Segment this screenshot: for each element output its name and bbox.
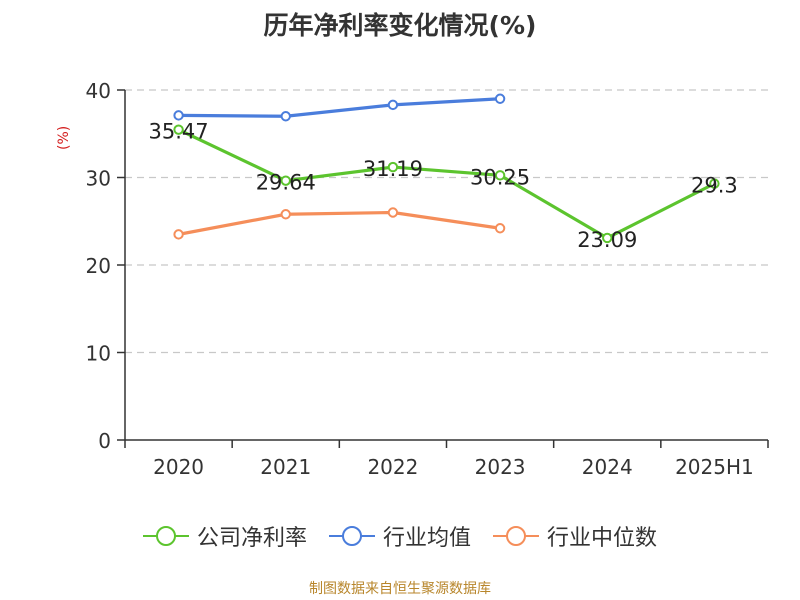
- series-industry_median: [173, 207, 506, 240]
- data-label-company: 23.09: [577, 228, 637, 252]
- legend-swatch-industry-avg-icon: [328, 524, 375, 548]
- x-tick-label: 2020: [153, 455, 204, 479]
- data-point-company[interactable]: [602, 232, 613, 244]
- data-point-company[interactable]: [173, 124, 184, 135]
- series-industry_avg: [173, 93, 506, 122]
- data-point-industry_median[interactable]: [387, 207, 399, 218]
- series-company: [173, 124, 720, 244]
- data-point-industry_avg[interactable]: [494, 93, 506, 104]
- legend-item-industry-avg[interactable]: 行业均值: [328, 520, 471, 552]
- data-point-company[interactable]: [709, 178, 720, 189]
- legend-item-industry-median[interactable]: 行业中位数: [493, 520, 657, 552]
- legend-swatch-industry-median-icon: [493, 524, 539, 548]
- chart-title: 历年净利率变化情况(%): [263, 11, 537, 40]
- data-point-industry_median[interactable]: [280, 209, 291, 220]
- data-label-company: 29.3: [691, 174, 738, 198]
- data-point-industry_median[interactable]: [173, 229, 184, 240]
- legend-label-industry-median: 行业中位数: [547, 526, 658, 551]
- series-line-industry_median: [176, 210, 502, 236]
- legend-label-company: 公司净利率: [196, 526, 307, 551]
- data-labels: 35.47 29.64 31.19 30.25 23.09 29.3: [149, 120, 738, 252]
- y-tick-label: 10: [86, 342, 111, 366]
- legend-item-company[interactable]: 公司净利率: [142, 520, 307, 552]
- data-point-company[interactable]: [280, 175, 291, 186]
- data-label-company: 31.19: [363, 157, 423, 181]
- y-tick-label: 30: [86, 167, 111, 191]
- y-tick-label: 40: [86, 79, 111, 103]
- legend-swatch-company-icon: [142, 524, 189, 548]
- data-label-company: 30.25: [470, 165, 530, 189]
- x-tick-label: 2023: [475, 455, 526, 479]
- x-tick-label: 2022: [367, 455, 418, 479]
- data-label-company: 29.64: [256, 171, 316, 195]
- data-point-industry_avg[interactable]: [173, 110, 184, 121]
- legend-label-industry-avg: 行业均值: [382, 526, 471, 551]
- x-tick-label: 2024: [582, 455, 633, 479]
- data-point-industry_median[interactable]: [494, 223, 506, 234]
- y-tick-label: 0: [98, 429, 111, 453]
- series-line-company: [176, 128, 717, 240]
- y-tick-label: 20: [86, 254, 111, 278]
- data-point-industry_avg[interactable]: [280, 111, 291, 122]
- series-line-industry_avg: [176, 97, 502, 118]
- source-footer: 制图数据来自恒生聚源数据库: [309, 581, 491, 597]
- x-tick-label: 2021: [260, 455, 311, 479]
- data-point-industry_avg[interactable]: [387, 99, 399, 111]
- axes: 0 10 20 30 40 2020 2021 2022 2023 2024 2025H1: [86, 79, 769, 479]
- series: [173, 93, 720, 244]
- legend: 公司净利率 行业均值 行业中位数: [0, 520, 800, 552]
- data-point-company[interactable]: [387, 161, 399, 173]
- data-label-company: 35.47: [149, 120, 209, 144]
- x-tick-label: 2025H1: [675, 455, 754, 479]
- data-point-company[interactable]: [494, 170, 506, 181]
